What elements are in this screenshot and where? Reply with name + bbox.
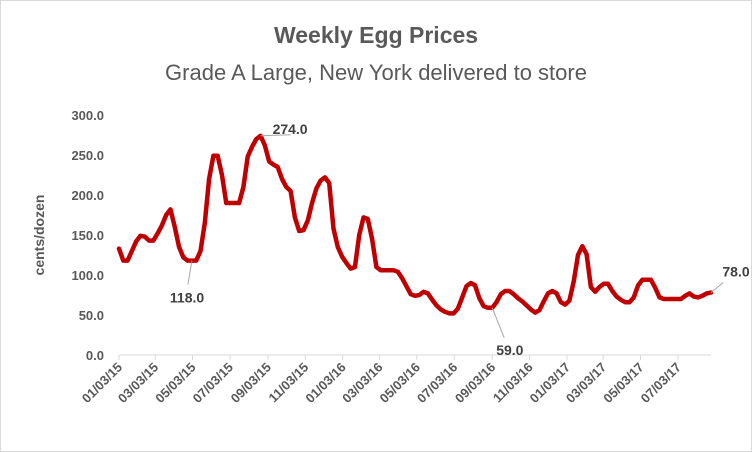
x-tick-label: 05/03/17 <box>600 360 646 406</box>
data-label: 118.0 <box>170 290 204 306</box>
data-label: 59.0 <box>496 342 523 358</box>
x-tick-label: 07/03/15 <box>190 360 236 406</box>
y-tick-label: 150.0 <box>71 228 104 243</box>
y-tick-label: 250.0 <box>71 148 104 163</box>
chart-axes <box>118 354 711 360</box>
annotation-leader <box>187 260 193 285</box>
annotation-leader <box>491 307 505 338</box>
chart-subtitle: Grade A Large, New York delivered to sto… <box>165 60 587 85</box>
y-tick-label: 200.0 <box>71 188 104 203</box>
chart-title: Weekly Egg Prices <box>273 22 479 48</box>
data-annotations: 274.0 118.0 59.0 78.0 <box>170 121 750 358</box>
price-series <box>116 133 714 316</box>
data-label: 274.0 <box>273 121 308 137</box>
x-tick-labels: 01/03/1503/03/1505/03/1507/03/1509/03/15… <box>79 360 684 406</box>
y-tick-label: 100.0 <box>71 268 104 283</box>
x-tick-label: 05/03/16 <box>377 360 423 406</box>
x-tick-label: 03/03/16 <box>339 360 385 406</box>
data-label: 78.0 <box>722 264 749 280</box>
x-tick-label: 03/03/15 <box>115 360 161 406</box>
x-tick-label: 09/03/15 <box>228 360 274 406</box>
x-tick-label: 07/03/16 <box>414 360 460 406</box>
x-tick-label: 09/03/16 <box>452 360 498 406</box>
y-tick-label: 0.0 <box>86 348 104 363</box>
x-tick-label: 03/03/17 <box>563 360 609 406</box>
y-tick-labels: 0.0 50.0 100.0 150.0 200.0 250.0 300.0 <box>71 108 104 363</box>
y-tick-label: 50.0 <box>79 308 104 323</box>
y-axis-label: cents/dozen <box>31 195 47 276</box>
x-tick-label: 05/03/15 <box>152 360 198 406</box>
annotation-leader <box>260 134 291 137</box>
annotation-leader <box>710 282 724 293</box>
x-tick-label: 07/03/17 <box>638 360 684 406</box>
y-tick-label: 300.0 <box>71 108 104 123</box>
series-line <box>116 133 714 316</box>
